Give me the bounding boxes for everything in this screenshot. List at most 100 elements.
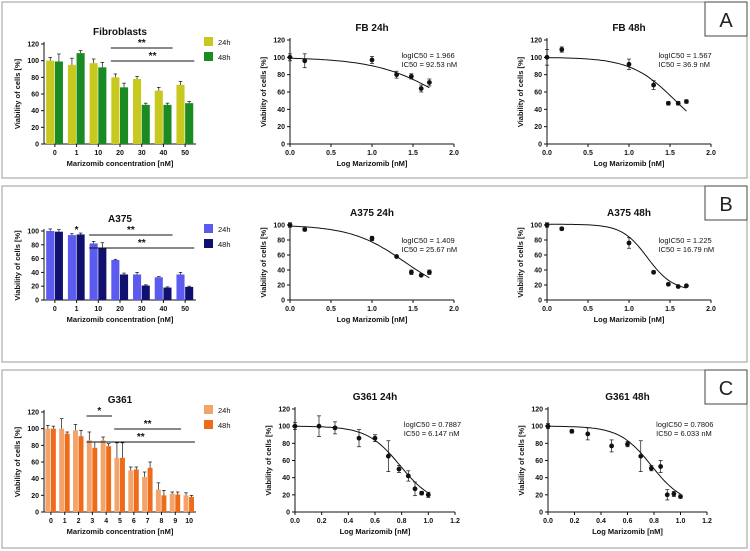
y-tick-label: 80 xyxy=(31,75,39,82)
y-tick-label: 40 xyxy=(31,108,39,115)
y-tick-label: 100 xyxy=(278,424,290,431)
legend-swatch-24h xyxy=(204,37,213,46)
x-tick-label: 1.5 xyxy=(408,306,418,313)
y-tick-label: 100 xyxy=(273,223,285,230)
y-tick-label: 80 xyxy=(534,238,542,245)
bar-48h xyxy=(163,104,172,144)
bar-24h xyxy=(46,60,55,144)
x-tick-label: 20 xyxy=(116,306,124,313)
y-tick-label: 40 xyxy=(282,475,290,482)
data-point xyxy=(396,466,402,472)
chart-title: G361 24h xyxy=(353,392,397,403)
y-tick-label: 40 xyxy=(277,107,285,114)
legend-swatch-48h xyxy=(204,420,213,429)
data-point xyxy=(427,80,432,85)
data-point xyxy=(287,54,293,60)
data-point xyxy=(658,464,664,469)
y-axis-label: Viability of cells [%] xyxy=(259,56,268,127)
bar-48h xyxy=(161,495,167,512)
significance-label: ** xyxy=(144,419,152,430)
x-tick-label: 7 xyxy=(146,518,150,525)
bar-48h xyxy=(54,61,63,144)
chart-title: A375 24h xyxy=(350,208,394,219)
x-axis-label: Log Marizomib [nM] xyxy=(337,159,408,168)
bar-24h xyxy=(67,64,76,144)
y-tick-label: 0 xyxy=(286,510,290,517)
data-point xyxy=(302,58,308,64)
y-tick-label: 80 xyxy=(534,72,542,79)
data-point xyxy=(405,473,411,479)
x-tick-label: 0.0 xyxy=(285,306,295,313)
data-point xyxy=(544,54,550,60)
x-tick-label: 2.0 xyxy=(706,306,716,313)
data-point xyxy=(316,423,322,429)
x-tick-label: 1 xyxy=(75,306,79,313)
x-tick-label: 0.6 xyxy=(623,518,633,525)
bar-48h xyxy=(64,433,70,512)
y-tick-label: 100 xyxy=(531,424,543,431)
x-tick-label: 1.5 xyxy=(665,306,675,313)
x-tick-label: 1.0 xyxy=(624,150,634,157)
x-tick-label: 30 xyxy=(138,306,146,313)
x-tick-label: 0.8 xyxy=(649,518,659,525)
y-tick-label: 120 xyxy=(273,38,285,45)
chart-title: A375 48h xyxy=(607,208,651,219)
bar-24h xyxy=(67,235,76,300)
y-tick-label: 60 xyxy=(282,458,290,465)
y-tick-label: 60 xyxy=(277,90,285,97)
x-tick-label: 10 xyxy=(94,150,102,157)
data-point xyxy=(559,47,565,52)
bar-24h xyxy=(111,77,120,144)
dose-response-chart-9: G361 48h 0 20 40 60 80 100 120 Viability of cell… xyxy=(517,392,713,536)
data-point xyxy=(609,443,614,449)
data-point xyxy=(394,254,399,259)
data-point xyxy=(427,269,432,275)
y-tick-label: 100 xyxy=(273,55,285,62)
y-tick-label: 0 xyxy=(35,298,39,305)
bar-24h xyxy=(114,457,120,512)
bar-48h xyxy=(175,494,181,512)
fit-curve xyxy=(548,425,681,495)
x-tick-label: 1.2 xyxy=(702,518,712,525)
data-point xyxy=(626,61,632,67)
data-point xyxy=(418,272,424,278)
bar-48h xyxy=(98,67,107,144)
bar-24h xyxy=(46,231,55,300)
y-tick-label: 60 xyxy=(534,253,542,260)
x-tick-label: 1.5 xyxy=(408,150,418,157)
x-tick-label: 2 xyxy=(77,518,81,525)
dose-response-chart-2: FB 24h 0 20 40 60 80 100 120 Viability of cells … xyxy=(259,23,459,168)
x-tick-label: 10 xyxy=(185,518,193,525)
data-point xyxy=(302,227,308,232)
bar-24h xyxy=(86,440,92,512)
bar-48h xyxy=(98,247,107,300)
bar-24h xyxy=(154,277,163,300)
x-axis-label: Log Marizomib [nM] xyxy=(592,527,663,536)
bar-24h xyxy=(128,470,134,512)
data-point xyxy=(651,82,656,88)
data-point xyxy=(665,281,671,287)
panel-b-tag-box xyxy=(704,185,748,221)
ic50-annotation: logIC50 = 0.7887 xyxy=(404,420,461,429)
y-tick-label: 120 xyxy=(278,407,290,414)
y-tick-label: 0 xyxy=(538,142,542,149)
x-tick-label: 0.5 xyxy=(326,306,336,313)
x-tick-label: 1.5 xyxy=(665,150,675,157)
x-axis-label: Marizomib concentration [nM] xyxy=(67,527,174,536)
x-tick-label: 0.2 xyxy=(317,518,327,525)
dose-response-chart-5: A375 24h 0 20 40 60 80 100 Viability of cells [… xyxy=(259,208,459,324)
data-point xyxy=(369,57,375,63)
data-point xyxy=(544,222,550,228)
x-tick-label: 40 xyxy=(160,150,168,157)
legend-swatch-24h xyxy=(204,405,213,414)
bar-48h xyxy=(92,447,98,512)
panel-c-tag: C xyxy=(719,378,733,400)
bar-48h xyxy=(185,103,194,144)
y-axis-label: Viability of cells [%] xyxy=(264,425,273,496)
data-point xyxy=(638,453,644,459)
y-tick-label: 80 xyxy=(31,242,39,249)
data-point xyxy=(287,222,293,228)
y-axis-label: Viability of cells [%] xyxy=(516,56,525,127)
